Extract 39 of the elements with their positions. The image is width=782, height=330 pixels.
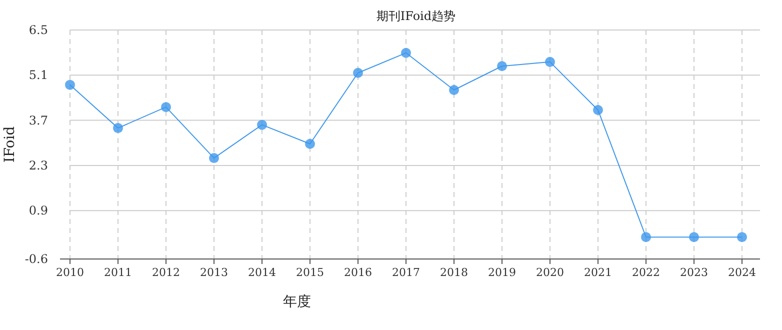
x-axis-title: 年度 (283, 294, 311, 310)
point (161, 102, 171, 112)
x-tick-label: 2014 (248, 266, 276, 279)
point (353, 68, 363, 78)
x-tick-label: 2015 (296, 266, 324, 279)
y-axis-title: IFoid (2, 126, 18, 163)
y-tick-label: 6.5 (28, 23, 48, 37)
point (257, 120, 267, 130)
x-tick-label: 2022 (632, 266, 660, 279)
chart-title: 期刊IFoid趋势 (376, 9, 456, 23)
x-tick-label: 2018 (440, 266, 468, 279)
x-tick-label: 2021 (584, 266, 612, 279)
point (737, 232, 747, 242)
y-tick-label: -0.6 (24, 252, 48, 266)
point (401, 48, 411, 58)
point (305, 138, 315, 149)
y-tick-label: 3.7 (28, 113, 48, 128)
x-tick-label: 2024 (728, 266, 756, 279)
point (641, 232, 651, 242)
point (113, 123, 123, 134)
y-tick-label: 2.3 (28, 158, 48, 172)
point (497, 61, 507, 72)
point (689, 232, 699, 242)
x-tick-label: 2011 (104, 266, 132, 279)
x-tick-label: 2019 (488, 266, 516, 279)
x-tick-label: 2013 (200, 266, 228, 279)
point (209, 153, 219, 164)
x-tick-label: 2016 (344, 266, 372, 279)
y-tick-label: 0.9 (28, 204, 48, 218)
point (65, 80, 75, 90)
y-tick-label: 5.1 (28, 68, 48, 82)
x-tick-label: 2023 (680, 266, 708, 279)
x-tick-label: 2020 (536, 266, 564, 279)
point (449, 84, 459, 95)
x-tick-label: 2012 (152, 266, 180, 279)
point (593, 104, 603, 115)
x-tick-label: 2010 (56, 266, 84, 279)
point (545, 56, 555, 67)
x-tick-label: 2017 (392, 266, 420, 279)
